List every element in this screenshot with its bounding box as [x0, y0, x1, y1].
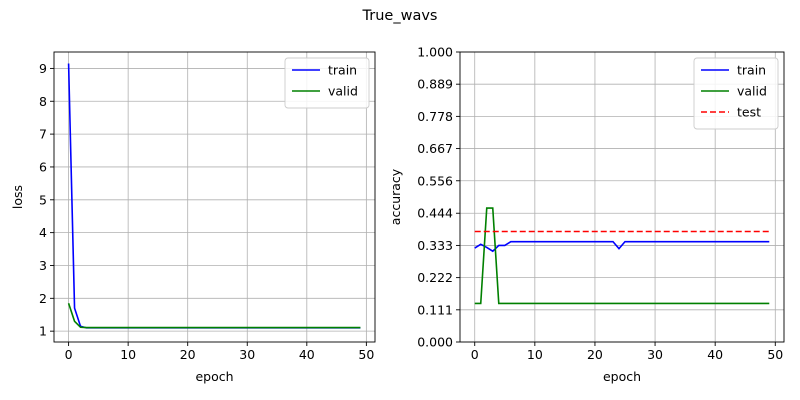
- x-tick-label: 50: [358, 347, 374, 362]
- x-tick-label: 40: [707, 347, 723, 362]
- y-axis-label: loss: [10, 185, 25, 209]
- y-tick-label: 8: [39, 94, 47, 109]
- legend-label-train: train: [737, 63, 766, 78]
- y-tick-label: 0.556: [417, 173, 453, 188]
- y-tick-label: 0.889: [417, 77, 453, 92]
- accuracy-chart: 0 10 20 30 40 50 0.000 0.111 0.222 0.333 0.444 0.55…: [388, 45, 785, 384]
- legend-label-test: test: [737, 105, 761, 120]
- legend-label-valid: valid: [737, 84, 767, 99]
- y-tick-label: 9: [39, 61, 47, 76]
- figure-title: True_wavs: [362, 8, 438, 24]
- y-tick-label: 6: [39, 159, 47, 174]
- x-tick-label: 20: [587, 347, 603, 362]
- axes-frame: [53, 51, 376, 343]
- y-tick-label: 0.111: [417, 302, 453, 317]
- y-tick-label: 7: [39, 127, 47, 142]
- legend-label-valid: valid: [328, 84, 358, 99]
- x-axis-label: epoch: [195, 369, 233, 384]
- y-tick-label: 0.667: [417, 141, 453, 156]
- x-tick-label: 30: [239, 347, 255, 362]
- legend: train valid test: [693, 57, 779, 130]
- x-tick-label: 20: [180, 347, 196, 362]
- x-tick-label: 50: [767, 347, 783, 362]
- y-tick-label: 3: [39, 258, 47, 273]
- series-line-valid: [67, 302, 361, 329]
- y-tick-label: 5: [39, 192, 47, 207]
- x-tick-label: 10: [120, 347, 136, 362]
- y-tick-label: 0.222: [417, 270, 453, 285]
- series-line-train: [474, 240, 770, 253]
- x-tick-label: 30: [647, 347, 663, 362]
- y-tick-label: 0.333: [417, 238, 453, 253]
- x-tick-label: 40: [299, 347, 315, 362]
- x-tick-label: 0: [471, 347, 479, 362]
- x-tick-label: 10: [527, 347, 543, 362]
- y-tick-label: 1.000: [417, 45, 453, 60]
- y-tick-label: 0.000: [417, 335, 453, 350]
- x-tick-label: 0: [65, 347, 73, 362]
- y-tick-label: 2: [39, 291, 47, 306]
- y-tick-label: 4: [39, 225, 47, 240]
- series-line-valid: [474, 207, 770, 305]
- legend-label-train: train: [328, 63, 357, 78]
- axes-frame: [459, 51, 785, 343]
- y-axis-label: accuracy: [388, 168, 403, 225]
- y-tick-label: 0.444: [417, 206, 453, 221]
- legend: train valid: [284, 57, 370, 109]
- y-tick-label: 0.778: [417, 109, 453, 124]
- y-tick-label: 1: [39, 324, 47, 339]
- loss-chart: 0 10 20 30 40 50 1 2 3 4 5 6 7 8 9 epoch loss train valid: [10, 51, 376, 384]
- x-axis-label: epoch: [603, 369, 641, 384]
